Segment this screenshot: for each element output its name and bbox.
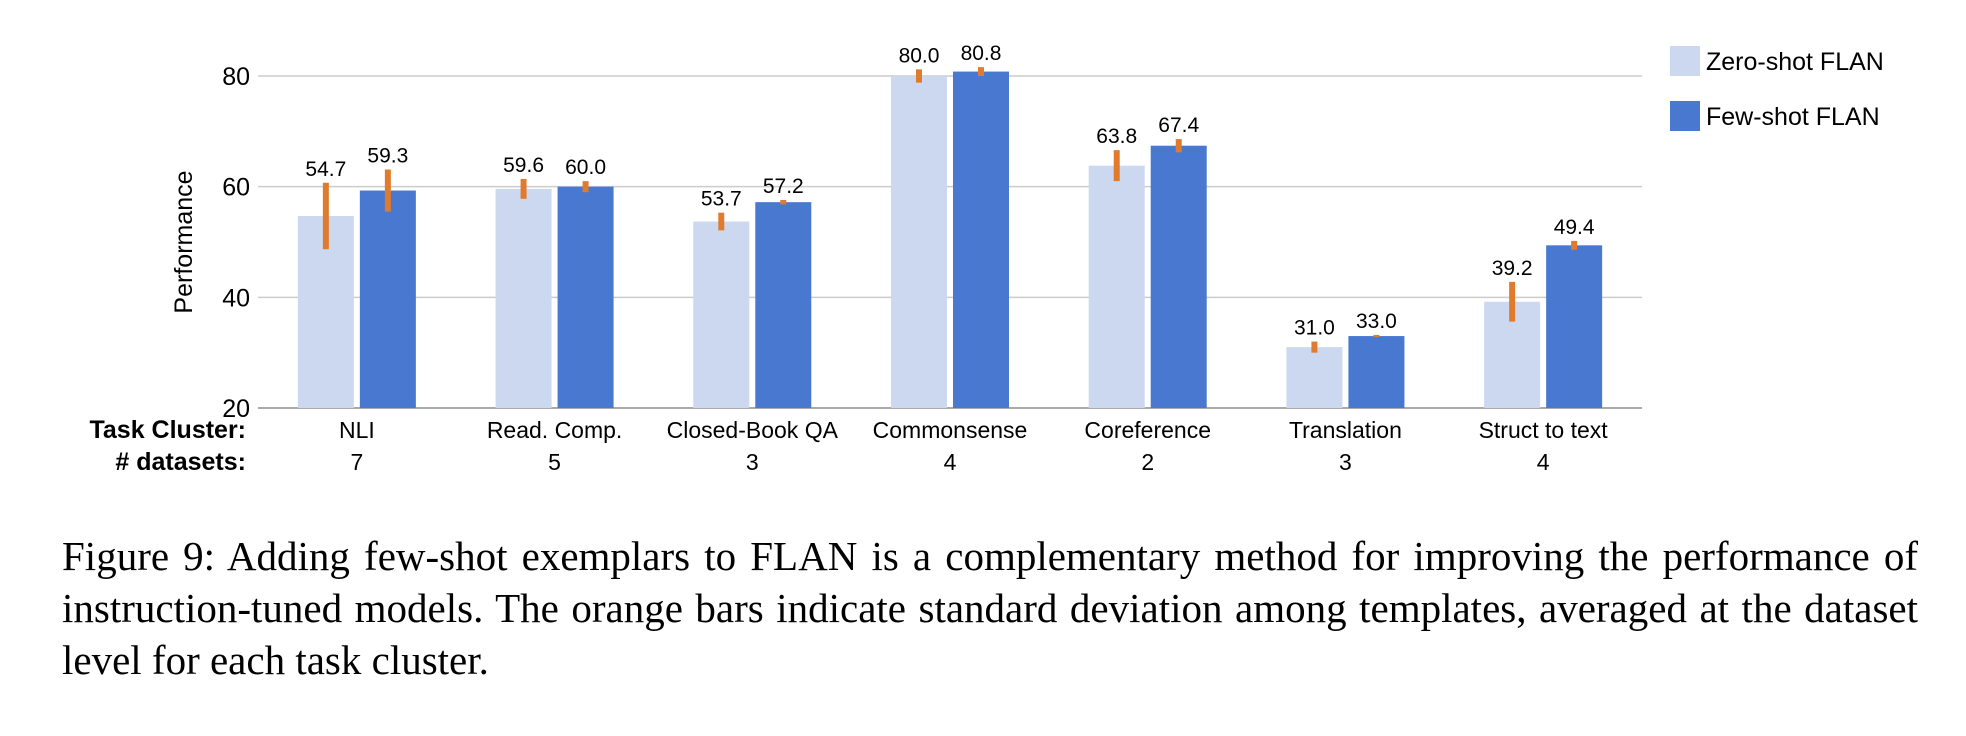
zero-shot-bar [693, 221, 750, 408]
data-label: 49.4 [1554, 216, 1595, 239]
category-label: Read. Comp. [487, 417, 623, 443]
category-label: Commonsense [873, 417, 1028, 443]
few-shot-bar [359, 190, 416, 408]
figure-caption: Figure 9: Adding few-shot exemplars to F… [62, 533, 1918, 683]
legend-swatch [1670, 101, 1700, 131]
bars [297, 71, 1603, 408]
few-shot-bar [755, 202, 812, 408]
dataset-count-label: 4 [944, 449, 957, 475]
data-label: 59.6 [503, 154, 544, 177]
data-label: 80.0 [899, 44, 940, 67]
category-label: Struct to text [1479, 417, 1609, 443]
task-cluster-header: Task Cluster: [89, 416, 246, 444]
legend-swatch [1670, 46, 1700, 76]
data-label: 54.7 [305, 158, 346, 181]
zero-shot-bar [1088, 165, 1145, 408]
y-tick-label: 60 [222, 174, 250, 202]
x-axis-categories: NLI 7 Read. Comp. 5 Closed-Book QA 3 Commonsen… [339, 417, 1608, 475]
data-label: 31.0 [1294, 317, 1335, 340]
error-bars [322, 67, 1578, 353]
category-label: Coreference [1084, 417, 1211, 443]
data-label: 59.3 [367, 145, 408, 168]
legend-label: Few-shot FLAN [1706, 103, 1880, 131]
dataset-count-label: 3 [746, 449, 759, 475]
y-axis-title: Performance [170, 170, 198, 313]
data-label: 57.2 [763, 175, 804, 198]
few-shot-bar [1348, 336, 1405, 408]
y-tick-label: 20 [222, 395, 250, 423]
dataset-count-label: 2 [1141, 449, 1154, 475]
dataset-count-label: 3 [1339, 449, 1352, 475]
y-tick-label: 40 [222, 284, 250, 312]
zero-shot-bar [891, 76, 947, 408]
data-label: 33.0 [1356, 310, 1397, 333]
dataset-count-label: 4 [1537, 449, 1550, 475]
data-label: 53.7 [701, 188, 742, 211]
y-axis-ticks: 20 40 60 80 [222, 63, 250, 423]
legend-label: Zero-shot FLAN [1706, 48, 1884, 76]
category-label: NLI [339, 417, 375, 443]
dataset-count-label: 5 [548, 449, 561, 475]
data-label: 39.2 [1492, 257, 1533, 280]
gridlines [258, 75, 1642, 409]
y-tick-label: 80 [222, 63, 250, 91]
few-shot-bar [953, 71, 1009, 408]
category-label: Closed-Book QA [667, 417, 839, 443]
dataset-count-label: 7 [350, 449, 363, 475]
data-label: 80.8 [961, 42, 1002, 65]
few-shot-bar [1150, 145, 1207, 408]
few-shot-bar [1546, 245, 1603, 408]
zero-shot-bar [1286, 347, 1343, 408]
data-label: 67.4 [1158, 114, 1199, 137]
bar-chart: 20 40 60 80 Performance 54.7 59.3 59.6 60.0 53.… [89, 42, 1884, 476]
datasets-count-header: # datasets: [115, 448, 246, 476]
category-label: Translation [1289, 417, 1402, 443]
data-label: 60.0 [565, 156, 606, 179]
legend: Zero-shot FLAN Few-shot FLAN [1670, 46, 1884, 131]
zero-shot-bar [495, 188, 552, 408]
data-label: 63.8 [1096, 125, 1137, 148]
few-shot-bar [557, 186, 614, 408]
data-labels: 54.7 59.3 59.6 60.0 53.7 57.2 80.0 80.8 63.8 67.4… [305, 42, 1594, 339]
